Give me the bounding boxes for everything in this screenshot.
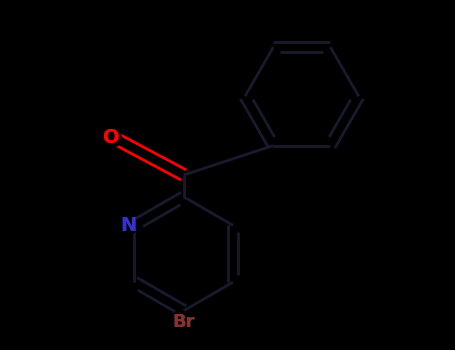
Circle shape <box>102 128 121 147</box>
Text: O: O <box>103 128 120 147</box>
Circle shape <box>118 216 137 235</box>
Text: N: N <box>120 216 136 235</box>
Text: N: N <box>120 216 136 235</box>
Text: Br: Br <box>172 313 195 330</box>
Text: O: O <box>103 128 120 147</box>
Text: Br: Br <box>172 313 195 330</box>
Circle shape <box>174 312 193 331</box>
